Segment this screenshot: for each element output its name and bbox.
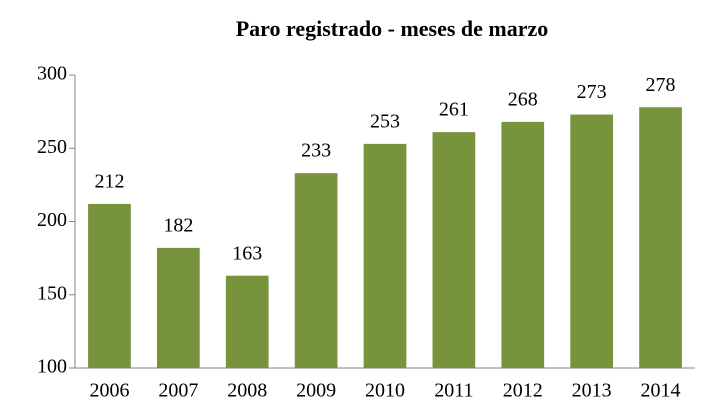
bar [501, 121, 545, 368]
y-tick-label: 200 [37, 209, 67, 231]
data-label: 268 [508, 88, 538, 110]
data-label: 273 [577, 81, 607, 103]
x-tick-label: 2006 [89, 380, 129, 402]
y-tick-label: 250 [37, 136, 67, 158]
bar [225, 275, 269, 368]
x-tick-label: 2013 [572, 380, 612, 402]
data-label: 163 [232, 242, 262, 264]
data-label: 212 [94, 171, 124, 193]
data-label: 253 [370, 110, 400, 132]
data-label: 182 [163, 214, 193, 236]
x-tick-label: 2010 [365, 380, 405, 402]
x-tick-label: 2014 [641, 380, 681, 402]
data-label: 233 [301, 140, 331, 162]
bar [639, 107, 682, 368]
bar [294, 173, 338, 368]
x-tick-label: 2011 [434, 380, 473, 402]
bar [363, 143, 407, 368]
bar [570, 114, 614, 369]
y-tick-label: 300 [37, 63, 67, 85]
x-tick-label: 2007 [158, 380, 198, 402]
y-tick-label: 100 [37, 356, 67, 378]
chart-title: Paro registrado - meses de marzo [236, 16, 549, 41]
bar [156, 247, 200, 368]
data-label: 261 [439, 99, 469, 121]
y-tick-label: 150 [37, 282, 67, 304]
x-tick-label: 2009 [296, 380, 336, 402]
x-tick-label: 2012 [503, 380, 543, 402]
bar [432, 132, 476, 368]
bar [88, 203, 131, 368]
data-label: 278 [646, 74, 676, 96]
x-tick-label: 2008 [227, 380, 267, 402]
